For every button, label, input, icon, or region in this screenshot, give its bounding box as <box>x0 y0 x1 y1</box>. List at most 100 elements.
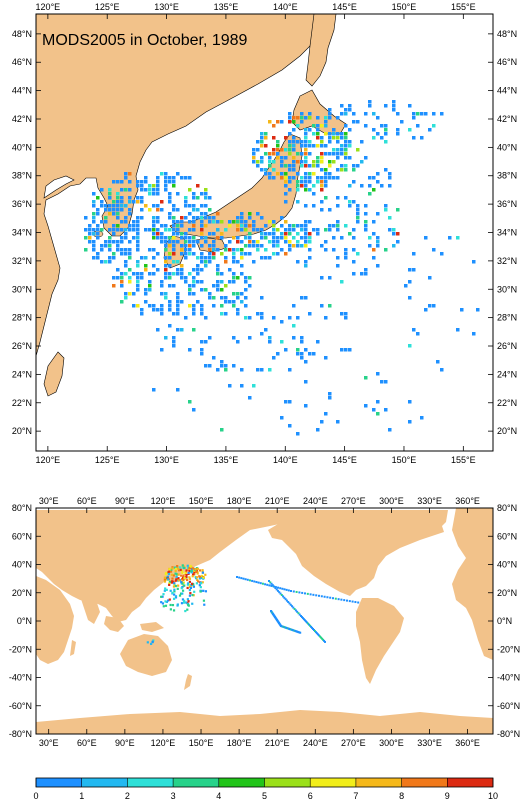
observation-cell <box>192 244 196 248</box>
observation-cell <box>124 264 128 268</box>
observation-cell <box>305 620 307 623</box>
observation-cell <box>188 240 192 244</box>
colorbar-tick-label: 7 <box>353 791 358 801</box>
regional-map: MODS2005 in October, 1989 120°E120°E125°… <box>12 2 517 465</box>
observation-cell <box>340 168 344 172</box>
observation-cell <box>184 248 188 252</box>
observation-cell <box>368 176 372 180</box>
observation-cell <box>124 204 128 208</box>
observation-cell <box>300 184 304 188</box>
observation-cell <box>124 236 128 240</box>
observation-cell <box>264 224 268 228</box>
observation-cell <box>248 252 252 256</box>
lon-tick-label: 120°E <box>36 2 61 12</box>
observation-cell <box>283 588 286 591</box>
observation-cell <box>301 591 304 594</box>
observation-cell <box>192 308 196 312</box>
observation-cell <box>344 108 348 112</box>
observation-cell <box>140 180 144 184</box>
observation-cell <box>308 188 312 192</box>
observation-cell <box>278 591 281 594</box>
observation-cell <box>300 140 304 144</box>
observation-cell <box>356 220 360 224</box>
observation-cell <box>292 244 296 248</box>
observation-cell <box>280 120 284 124</box>
observation-cell <box>192 328 196 332</box>
observation-cell <box>192 408 196 412</box>
observation-cell <box>161 602 165 605</box>
observation-cell <box>316 160 320 164</box>
observation-cell <box>177 584 180 587</box>
observation-cell <box>188 292 192 296</box>
observation-cell <box>108 240 112 244</box>
observation-cell <box>272 136 276 140</box>
observation-cell <box>288 148 292 152</box>
observation-cell <box>376 212 380 216</box>
observation-cell <box>116 224 120 228</box>
observation-cell <box>456 328 460 332</box>
observation-cell <box>176 312 180 316</box>
observation-cell <box>177 577 180 580</box>
observation-cell <box>236 276 240 280</box>
observation-cell <box>92 192 96 196</box>
taiwan-island <box>43 351 65 397</box>
observation-cell <box>364 224 368 228</box>
observation-cell <box>181 564 184 567</box>
observation-cell <box>188 576 191 579</box>
lat-tick-label: -20°N <box>497 644 520 654</box>
observation-cell <box>412 136 416 140</box>
observation-cell <box>192 220 196 224</box>
observation-cell <box>144 268 148 272</box>
observation-cell <box>180 216 184 220</box>
observation-cell <box>187 567 190 570</box>
observation-cell <box>344 252 348 256</box>
observation-cell <box>168 240 172 244</box>
observation-cell <box>224 244 228 248</box>
observation-cell <box>268 368 272 372</box>
observation-cell <box>336 152 340 156</box>
observation-cell <box>204 216 208 220</box>
observation-cell <box>252 152 256 156</box>
observation-cell <box>284 172 288 176</box>
observation-cell <box>160 284 164 288</box>
observation-cell <box>192 280 196 284</box>
observation-cell <box>268 152 272 156</box>
observation-cell <box>112 228 116 232</box>
observation-cell <box>165 576 168 579</box>
observation-cell <box>172 585 176 588</box>
observation-cell <box>172 574 175 577</box>
observation-cell <box>344 144 348 148</box>
observation-cell <box>168 228 172 232</box>
observation-cell <box>240 212 244 216</box>
observation-cell <box>276 144 280 148</box>
observation-cell <box>232 272 236 276</box>
observation-cell <box>248 216 252 220</box>
observation-cell <box>288 316 292 320</box>
observation-cell <box>272 220 276 224</box>
observation-cell <box>132 224 136 228</box>
observation-cell <box>132 304 136 308</box>
observation-cell <box>236 576 238 578</box>
observation-cell <box>284 220 288 224</box>
observation-cell <box>188 588 191 592</box>
observation-cell <box>196 184 200 188</box>
lon-tick-label: 135°E <box>214 2 239 12</box>
observation-cell <box>289 603 292 606</box>
observation-cell <box>100 200 104 204</box>
observation-cell <box>200 212 204 216</box>
lon-tick-label: 140°E <box>273 455 298 465</box>
europe-africa-wrap <box>452 508 493 660</box>
observation-cell <box>420 416 424 420</box>
observation-cell <box>116 248 120 252</box>
observation-cell <box>372 256 376 260</box>
observation-cell <box>352 228 356 232</box>
observation-cell <box>260 236 264 240</box>
observation-cell <box>100 260 104 264</box>
lat-tick-label: 20°N <box>12 426 32 436</box>
observation-cell <box>212 216 216 220</box>
observation-cell <box>208 364 212 368</box>
observation-cell <box>296 316 300 320</box>
observation-cell <box>140 184 144 188</box>
observation-cell <box>188 577 192 580</box>
observation-cell <box>152 388 156 392</box>
